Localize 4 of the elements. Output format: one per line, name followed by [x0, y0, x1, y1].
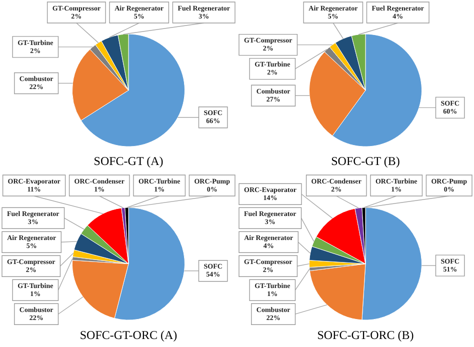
- text: SOFC-GT-ORC (B): [317, 328, 414, 342]
- text: SOFC-GT (A): [94, 154, 164, 168]
- text: SOFC-GT-ORC (A): [80, 328, 178, 342]
- text: SOFC-GT (B): [331, 154, 400, 168]
